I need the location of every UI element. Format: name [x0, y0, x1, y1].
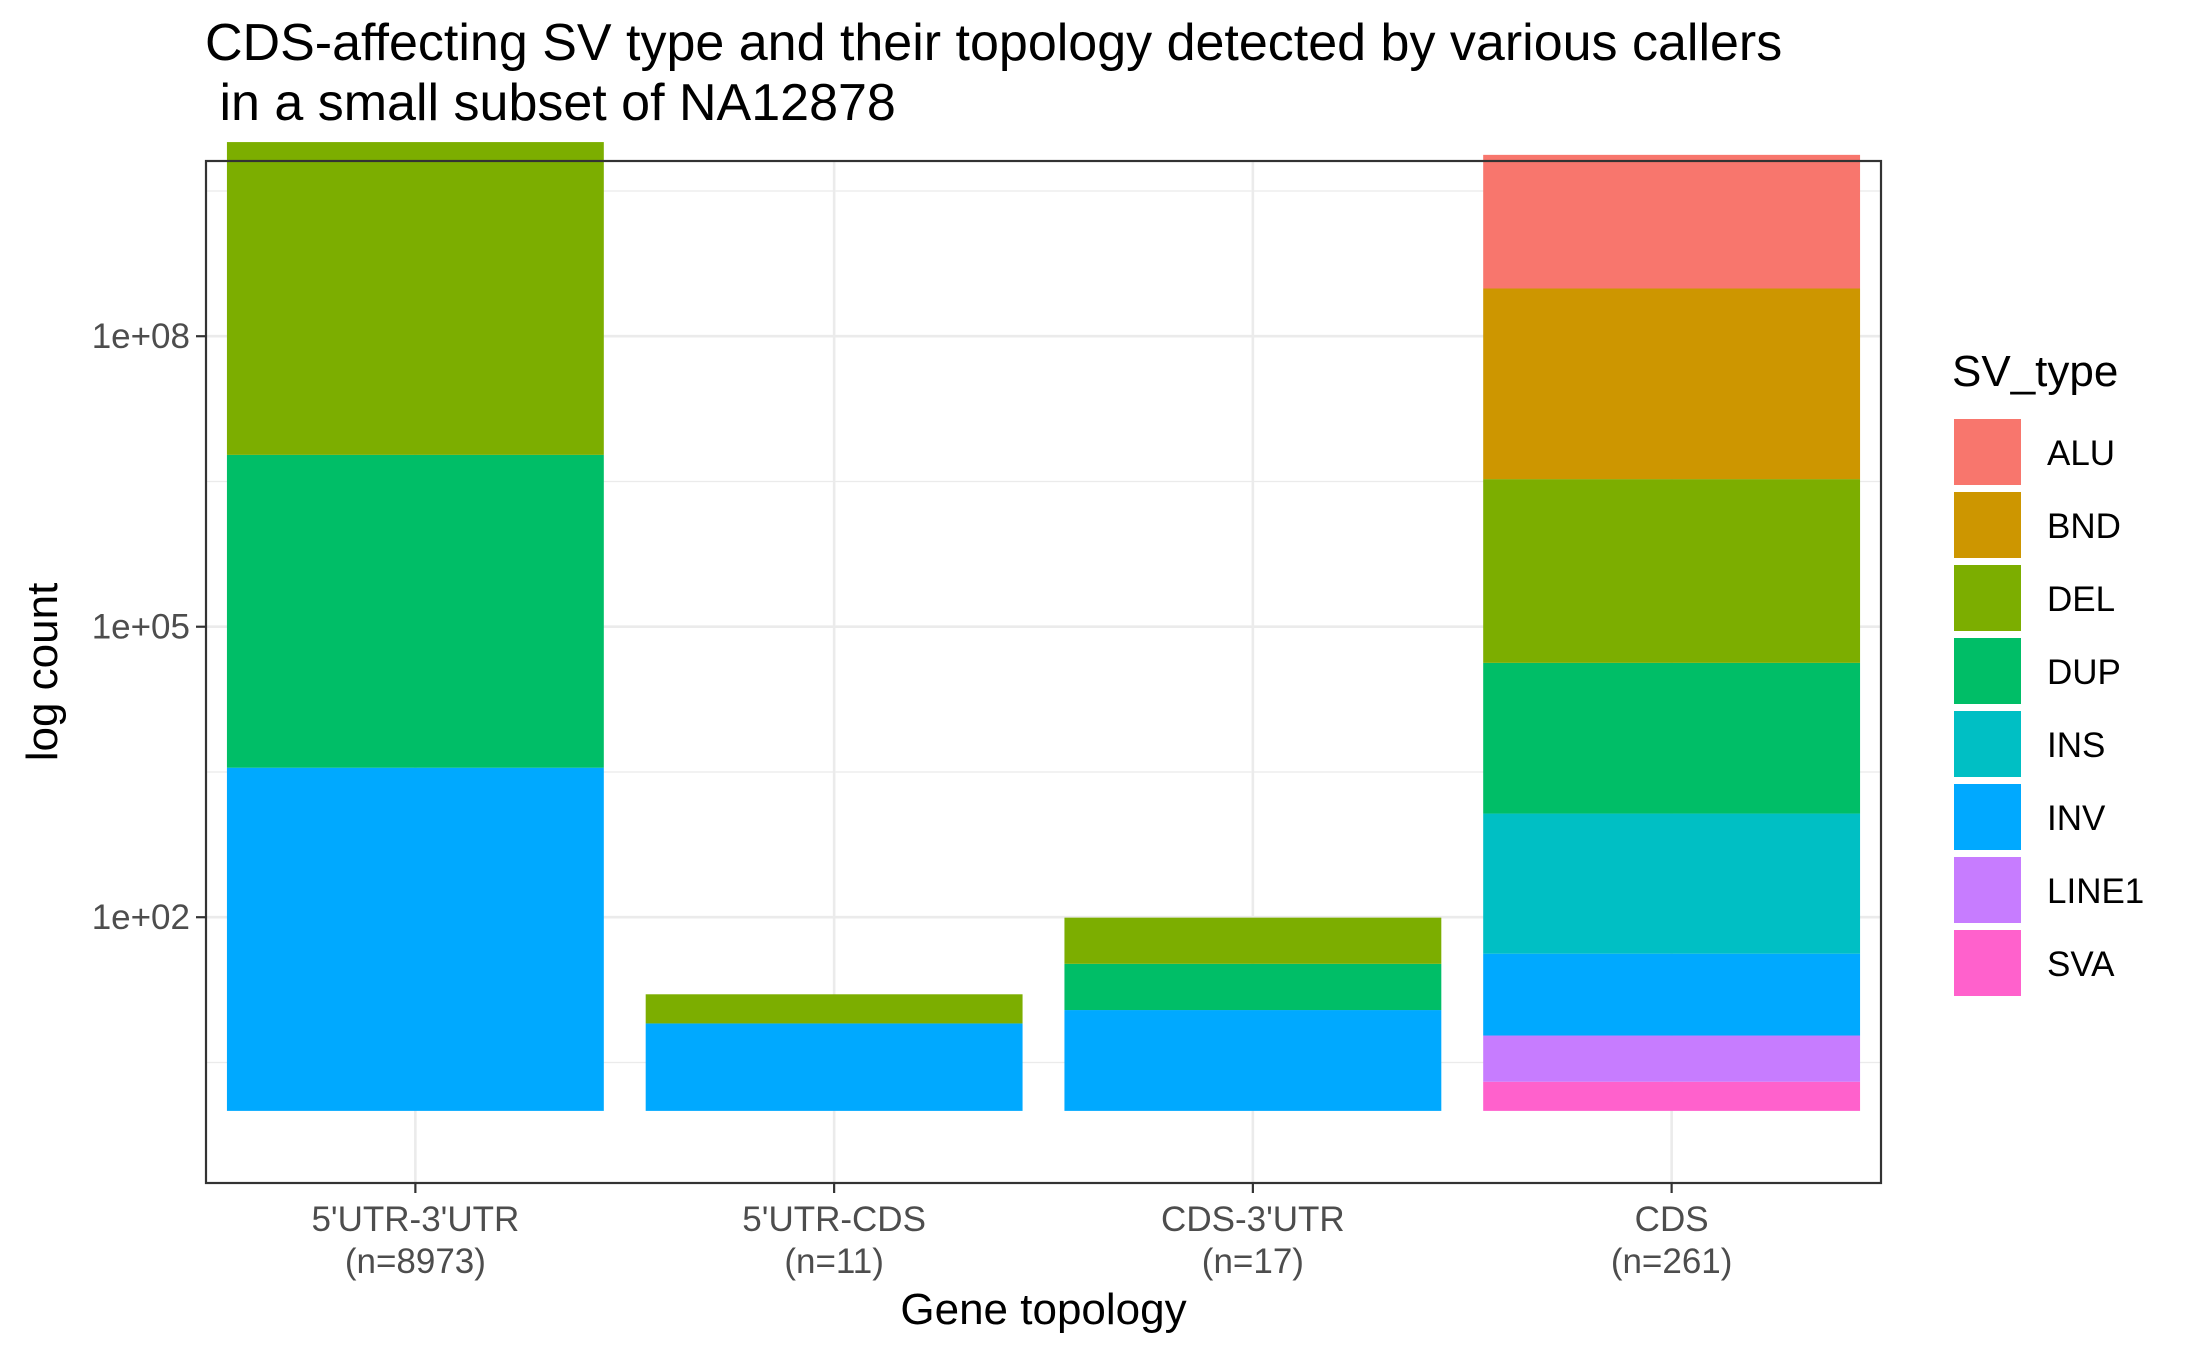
- bar-segment-inv: [226, 767, 604, 1111]
- bar-segment-inv: [1483, 953, 1861, 1036]
- y-axis: 1e+02 1e+05 1e+08: [92, 317, 206, 937]
- plot-border: [204, 159, 1883, 1185]
- legend-keys: ALU BND DEL DUP INS INV LINE1 SVA: [1954, 419, 2144, 996]
- y-tick-label: 1e+02: [92, 898, 190, 937]
- y-tick-label: 1e+08: [92, 317, 190, 356]
- bar-stacks: [226, 142, 1861, 1111]
- legend-label: INS: [2047, 726, 2105, 765]
- legend-label: INV: [2047, 799, 2106, 838]
- legend-label: SVA: [2047, 945, 2115, 984]
- x-tick-sublabel: (n=17): [1202, 1242, 1304, 1281]
- x-tick-sublabel: (n=261): [1611, 1242, 1733, 1281]
- legend-key-del: [1954, 565, 2021, 631]
- bar-segment-dup: [1483, 662, 1861, 814]
- legend-key-sva: [1954, 930, 2021, 996]
- bar-segment-sva: [1483, 1081, 1861, 1111]
- x-axis: 5'UTR-3'UTR(n=8973) 5'UTR-CDS(n=11) CDS-3'…: [311, 1183, 1732, 1281]
- bar-segment-dup: [1064, 963, 1442, 1011]
- legend-key-dup: [1954, 638, 2021, 704]
- x-tick-sublabel: (n=11): [784, 1242, 884, 1281]
- legend-label: LINE1: [2047, 872, 2144, 911]
- legend-label: DUP: [2047, 653, 2121, 692]
- bar-segment-del: [645, 994, 1023, 1024]
- bar-segment-line1: [1483, 1035, 1861, 1082]
- bar-segment-inv: [1064, 1010, 1442, 1111]
- x-axis-title: Gene topology: [900, 1285, 1186, 1334]
- bar-segment-dup: [226, 454, 604, 768]
- y-axis-title: log count: [18, 583, 67, 762]
- bar-segment-del: [1483, 479, 1861, 663]
- legend-key-ins: [1954, 711, 2021, 777]
- legend-key-alu: [1954, 419, 2021, 485]
- x-tick-label: CDS: [1635, 1200, 1709, 1239]
- x-tick-label: 5'UTR-3'UTR: [311, 1200, 519, 1239]
- legend-key-bnd: [1954, 492, 2021, 558]
- legend: SV_type ALU BND DEL DUP INS INV LINE1 SVA: [1952, 347, 2144, 996]
- x-tick-sublabel: (n=8973): [345, 1242, 486, 1281]
- legend-title: SV_type: [1952, 347, 2118, 396]
- bar-segment-ins: [1483, 813, 1861, 954]
- x-tick-label: 5'UTR-CDS: [742, 1200, 926, 1239]
- legend-label: BND: [2047, 507, 2121, 546]
- legend-label: DEL: [2047, 580, 2115, 619]
- legend-key-line1: [1954, 857, 2021, 923]
- chart-title-line1: CDS-affecting SV type and their topology…: [205, 14, 1782, 72]
- bar-segment-inv: [645, 1023, 1023, 1111]
- bar-segment-del: [1064, 917, 1442, 964]
- bar-segment-del: [226, 142, 604, 455]
- bar-segment-alu: [1483, 154, 1861, 289]
- legend-label: ALU: [2047, 434, 2115, 473]
- chart-title-line2: in a small subset of NA12878: [205, 74, 896, 132]
- x-tick-label: CDS-3'UTR: [1161, 1200, 1345, 1239]
- bar-segment-bnd: [1483, 288, 1861, 480]
- legend-key-inv: [1954, 784, 2021, 850]
- y-tick-label: 1e+05: [92, 608, 190, 647]
